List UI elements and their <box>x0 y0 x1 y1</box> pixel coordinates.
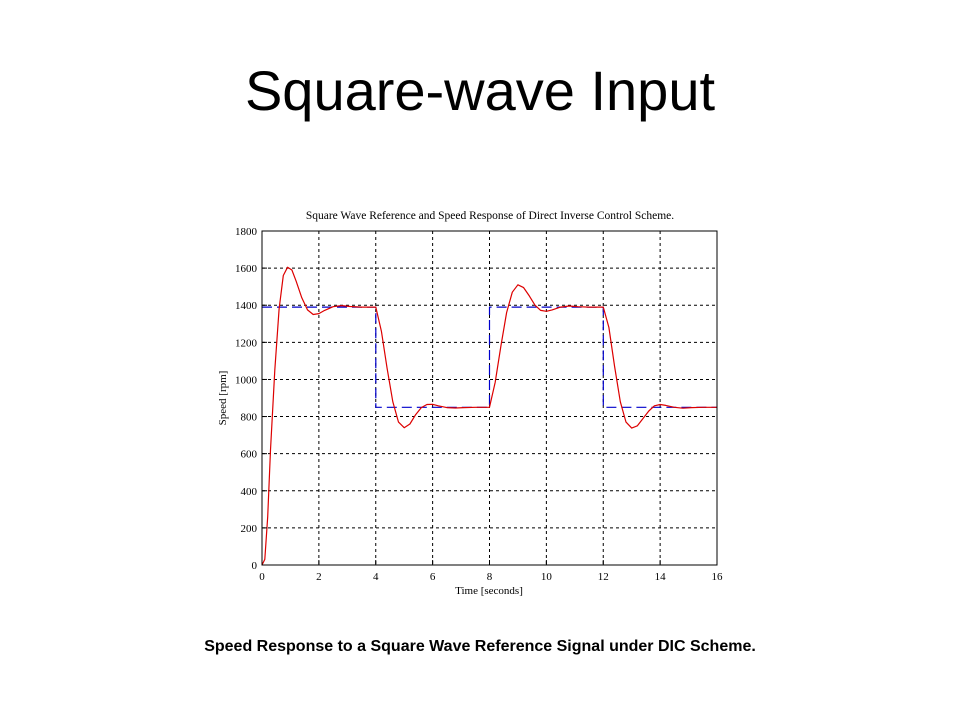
y-tick-label: 1000 <box>235 374 258 386</box>
x-tick-label: 8 <box>487 571 493 583</box>
x-tick-label: 0 <box>259 571 265 583</box>
series-layer <box>261 266 717 566</box>
y-tick-label: 800 <box>241 412 258 424</box>
y-tick-label: 1600 <box>235 263 258 275</box>
x-tick-label: 6 <box>430 571 436 583</box>
y-tick-label: 600 <box>241 449 258 461</box>
y-tick-label: 1800 <box>235 226 258 238</box>
y-tick-label: 200 <box>241 523 258 535</box>
figure-caption: Speed Response to a Square Wave Referenc… <box>204 638 756 655</box>
x-tick-label: 4 <box>373 571 379 583</box>
y-tick-label: 400 <box>241 486 258 498</box>
x-tick-label: 2 <box>316 571 322 583</box>
x-axis-label: Time [seconds] <box>455 585 523 597</box>
y-axis-label: Speed [rpm] <box>217 371 229 426</box>
x-tick-label: 12 <box>598 571 609 583</box>
x-tick-label: 14 <box>655 571 667 583</box>
grid-lines <box>262 231 717 565</box>
speed-response-line <box>261 266 717 566</box>
y-tick-label: 1200 <box>235 337 258 349</box>
tick-layer: 0 2 4 6 8 10 12 14 16 0 200 400 600 800 1000 1200 1400 16… <box>235 226 723 583</box>
x-tick-label: 10 <box>541 571 553 583</box>
reference-signal-line <box>262 306 717 408</box>
slide-title: Square-wave Input <box>244 59 716 122</box>
x-tick-label: 16 <box>712 571 724 583</box>
y-tick-label: 1400 <box>235 300 258 312</box>
chart-title: Square Wave Reference and Speed Response… <box>306 210 674 222</box>
y-tick-label: 0 <box>252 560 258 572</box>
